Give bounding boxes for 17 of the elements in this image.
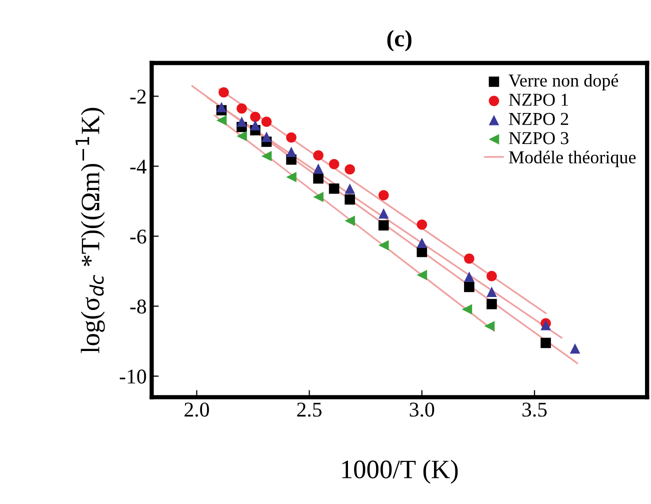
x-axis-title: 1000/T (K) xyxy=(342,460,458,484)
legend-label: NZPO 2 xyxy=(508,112,568,126)
legend-label: Verre non dopé xyxy=(508,74,618,90)
chart-title: (c) xyxy=(387,30,412,52)
x-tick-label: 3.0 xyxy=(410,402,434,417)
y-tick-label: -4 xyxy=(130,160,146,174)
y-tick-label: -2 xyxy=(130,90,146,104)
y-axis-title: log(σ$_{dc}$ *T)((Ωm)$^{−1}$K) xyxy=(76,108,105,354)
y-tick-label: -10 xyxy=(120,370,146,384)
x-tick-label: 2.0 xyxy=(184,402,209,417)
x-tick-label: 3.5 xyxy=(522,402,547,417)
legend-label: Modéle théorique xyxy=(508,150,636,168)
legend-label: NZPO 3 xyxy=(508,132,568,144)
legend-label: NZPO 1 xyxy=(508,94,568,106)
y-tick-label: -6 xyxy=(130,230,146,244)
y-tick-label: -8 xyxy=(130,300,146,314)
x-tick-label: 2.5 xyxy=(297,402,322,417)
